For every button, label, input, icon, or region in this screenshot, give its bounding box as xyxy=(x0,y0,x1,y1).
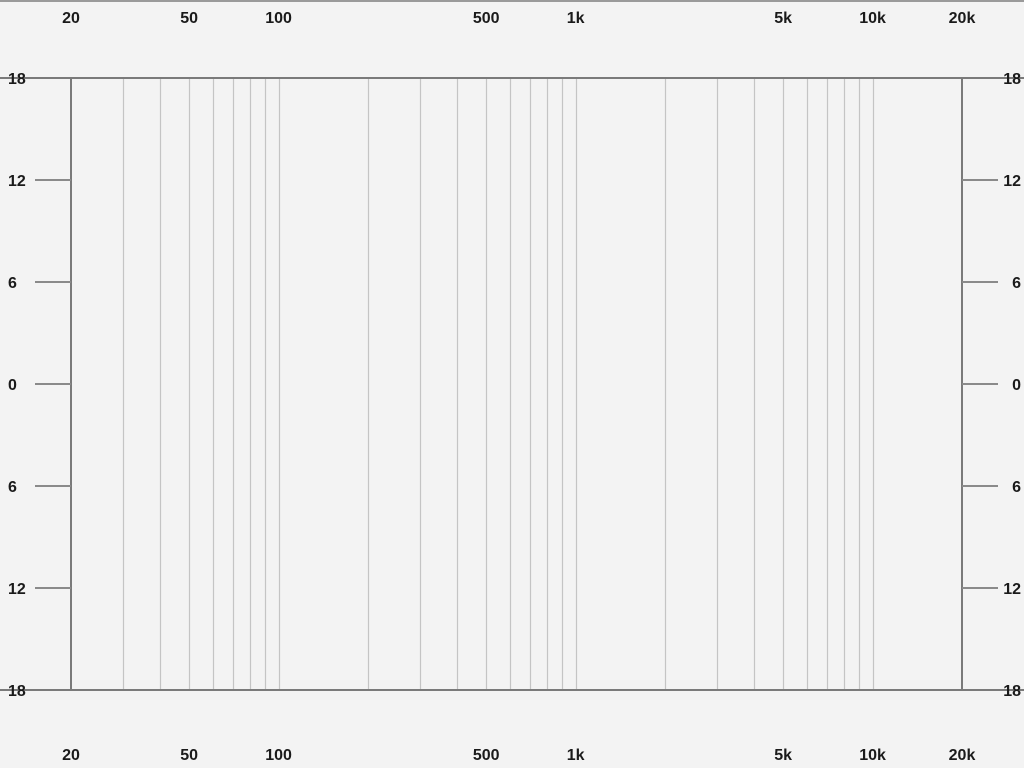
x-tick-label-top-500: 500 xyxy=(473,10,500,27)
y-tick-label-left-minus18: 18 xyxy=(8,683,26,700)
x-tick-label-top-100: 100 xyxy=(265,10,292,27)
x-tick-label-bottom-20k: 20k xyxy=(949,747,976,764)
x-tick-label-top-50: 50 xyxy=(180,10,198,27)
x-tick-label-top-10k: 10k xyxy=(859,10,886,27)
y-tick-label-left-6: 6 xyxy=(8,275,17,292)
y-tick-label-right-18: 18 xyxy=(1003,71,1021,88)
y-tick-label-right-0: 0 xyxy=(1012,377,1021,394)
y-tick-label-left-18: 18 xyxy=(8,71,26,88)
y-tick-label-right-minus12: 12 xyxy=(1003,581,1021,598)
y-tick-label-right-minus18: 18 xyxy=(1003,683,1021,700)
y-tick-label-left-12: 12 xyxy=(8,173,26,190)
y-tick-label-left-minus6: 6 xyxy=(8,479,17,496)
y-tick-label-right-12: 12 xyxy=(1003,173,1021,190)
x-tick-label-bottom-100: 100 xyxy=(265,747,292,764)
x-tick-label-bottom-500: 500 xyxy=(473,747,500,764)
x-tick-label-top-1k: 1k xyxy=(567,10,585,27)
x-tick-label-bottom-20: 20 xyxy=(62,747,80,764)
x-tick-label-bottom-10k: 10k xyxy=(859,747,886,764)
y-tick-label-right-minus6: 6 xyxy=(1012,479,1021,496)
x-tick-label-bottom-5k: 5k xyxy=(774,747,792,764)
y-tick-label-left-minus12: 12 xyxy=(8,581,26,598)
x-tick-label-bottom-50: 50 xyxy=(180,747,198,764)
axis-labels: 18 18 12 12 6 6 0 0 6 6 12 12 18 18 20 20 50 50 100 100 500 5… xyxy=(8,10,1021,764)
y-tick-label-left-0: 0 xyxy=(8,377,17,394)
x-tick-label-top-5k: 5k xyxy=(774,10,792,27)
x-tick-label-top-20: 20 xyxy=(62,10,80,27)
grid-lines xyxy=(122,78,875,690)
x-tick-label-bottom-1k: 1k xyxy=(567,747,585,764)
x-tick-label-top-20k: 20k xyxy=(949,10,976,27)
y-tick-label-right-6: 6 xyxy=(1012,275,1021,292)
y-axis-ticks xyxy=(35,179,998,589)
